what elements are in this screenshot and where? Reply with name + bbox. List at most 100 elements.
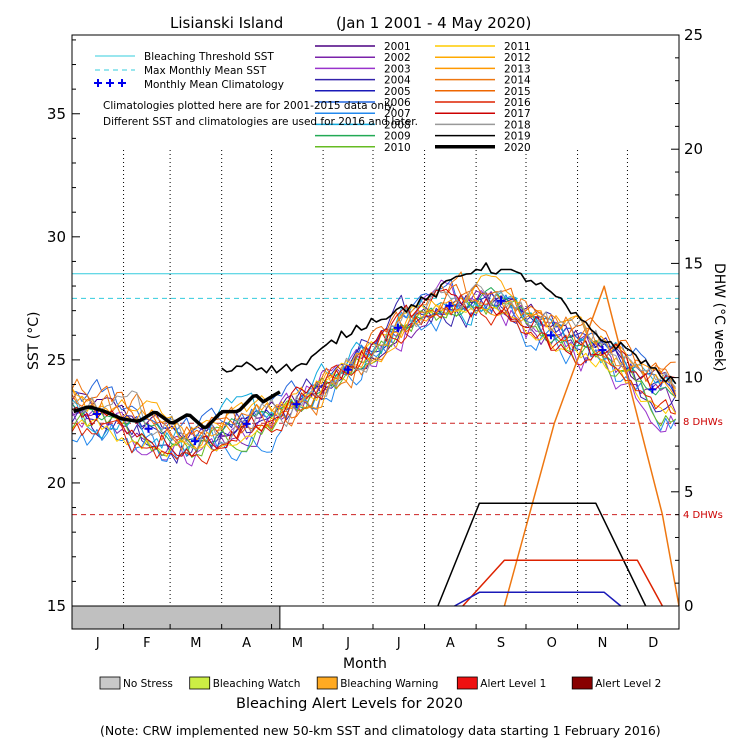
month-label: J (396, 636, 401, 651)
month-label: D (648, 636, 658, 651)
legend-clim-swatch (94, 79, 102, 87)
legend-year-label: 2008 (384, 119, 411, 131)
climatology-group (92, 296, 657, 446)
dhw-tick-label: 0 (684, 597, 694, 615)
note-line-1: Climatologies plotted here are for 2001-… (103, 100, 395, 112)
month-label: A (242, 636, 251, 651)
highlight-series-group (71, 262, 677, 630)
climatology-marker (92, 410, 101, 419)
dhw8-label: 8 DHWs (683, 417, 723, 428)
month-grid-group (123, 150, 628, 606)
legend-year-label: 2005 (384, 86, 411, 98)
year-series-group (71, 271, 677, 467)
sst-series-2008 (71, 292, 676, 457)
dhw-series-group (437, 285, 680, 607)
sst-series-2002 (71, 290, 677, 457)
month-label: N (598, 636, 608, 651)
sst-tick-label: 15 (47, 597, 66, 615)
alert-legend-swatch (189, 676, 211, 690)
alert-legend-swatch (456, 676, 478, 690)
sst-tick-label: 30 (47, 228, 66, 246)
note-line-2: Different SST and climatologies are used… (103, 116, 418, 128)
dhw-series-2014 (503, 285, 680, 607)
climatology-marker (344, 365, 353, 374)
climatology-marker (445, 301, 454, 310)
sst-series-2019 (221, 262, 677, 385)
dhw-series-2019 (437, 502, 647, 607)
date-range: (Jan 1 2001 - 4 May 2020) (336, 14, 531, 32)
footnote: (Note: CRW implemented new 50-km SST and… (100, 723, 661, 738)
dhw-tick-label: 25 (684, 26, 703, 44)
legend-year-label: 2007 (384, 108, 411, 120)
legend-year-label: 2011 (504, 41, 531, 53)
legend-year-label: 2009 (384, 131, 411, 143)
month-label: F (143, 636, 150, 651)
sst-tick-label: 35 (47, 105, 66, 123)
alert-legend-swatch (99, 676, 121, 690)
y-axis-label-right: DHW (°C week) (711, 263, 727, 372)
legend-clim-label: Monthly Mean Climatology (144, 79, 284, 91)
reference-lines-group (72, 273, 679, 516)
sst-series-2017 (71, 288, 676, 457)
climatology-marker (144, 424, 153, 433)
alert-legend-swatch (571, 676, 593, 690)
legend-year-label: 2002 (384, 52, 411, 64)
axis-ticks-group: J F M A M J J A S O N D 15 20 25 30 35 0 5 10 15 20 25 (47, 26, 703, 651)
month-label: J (345, 636, 350, 651)
legend-year-label: 2015 (504, 86, 531, 98)
legend-clim-swatch (118, 79, 126, 87)
dhw-tick-label: 20 (684, 140, 703, 158)
legend-threshold-label: Bleaching Threshold SST (144, 51, 274, 63)
alert-bar-no-stress (71, 605, 281, 630)
month-label: A (446, 636, 455, 651)
legend-group: Bleaching Threshold SST Max Monthly Mean … (94, 41, 531, 154)
climatology-marker (546, 331, 555, 340)
legend-year-label: 2004 (384, 75, 411, 87)
climatology-marker (497, 296, 506, 305)
legend-year-label: 2013 (504, 63, 531, 75)
climatology-marker (242, 419, 251, 428)
sst-series-2020 (73, 390, 281, 430)
alert-legend-label: No Stress (123, 678, 173, 690)
legend-mmm-label: Max Monthly Mean SST (144, 65, 267, 77)
month-label: M (190, 636, 201, 651)
month-label: M (292, 636, 303, 651)
climatology-marker (292, 400, 301, 409)
month-label: O (547, 636, 557, 651)
legend-clim-swatch (106, 79, 114, 87)
sst-series-2014 (71, 271, 677, 451)
y-axis-label-left: SST (°C) (26, 312, 42, 370)
dhw-series-2005 (454, 591, 622, 607)
legend-year-label: 2018 (504, 119, 531, 131)
legend-year-label: 2001 (384, 41, 411, 53)
dhw-series-2015 (462, 559, 664, 607)
climatology-marker (393, 323, 402, 332)
alert-legend-label: Alert Level 2 (595, 678, 661, 690)
climatology-marker (191, 437, 200, 446)
chart-title: Lisianski Island (170, 14, 283, 32)
sst-series-2015 (71, 283, 676, 441)
month-label: S (497, 636, 505, 651)
dhw-tick-label: 15 (684, 254, 703, 272)
sst-tick-label: 20 (47, 474, 66, 492)
climatology-marker (648, 385, 657, 394)
legend-year-label: 2010 (384, 142, 411, 154)
alert-legend-swatch (316, 676, 338, 690)
alert-legend-group: No Stress Bleaching Watch Bleaching Warnin… (99, 676, 661, 690)
sst-series-2013 (71, 289, 677, 450)
legend-year-label: 2016 (504, 97, 531, 109)
legend-year-label: 2019 (504, 131, 531, 143)
month-label: J (95, 636, 100, 651)
x-axis-label: Month (343, 656, 387, 672)
sst-series-2011 (71, 304, 677, 458)
legend-year-label: 2017 (504, 108, 531, 120)
dhw-tick-label: 5 (684, 483, 694, 501)
legend-year-label: 2020 (504, 142, 531, 154)
sst-tick-label: 25 (47, 351, 66, 369)
dhw-tick-label: 10 (684, 369, 703, 387)
legend-year-label: 2006 (384, 97, 411, 109)
climatology-marker (598, 346, 607, 355)
alert-legend-title: Bleaching Alert Levels for 2020 (236, 696, 463, 712)
sst-series-2005 (71, 296, 677, 444)
